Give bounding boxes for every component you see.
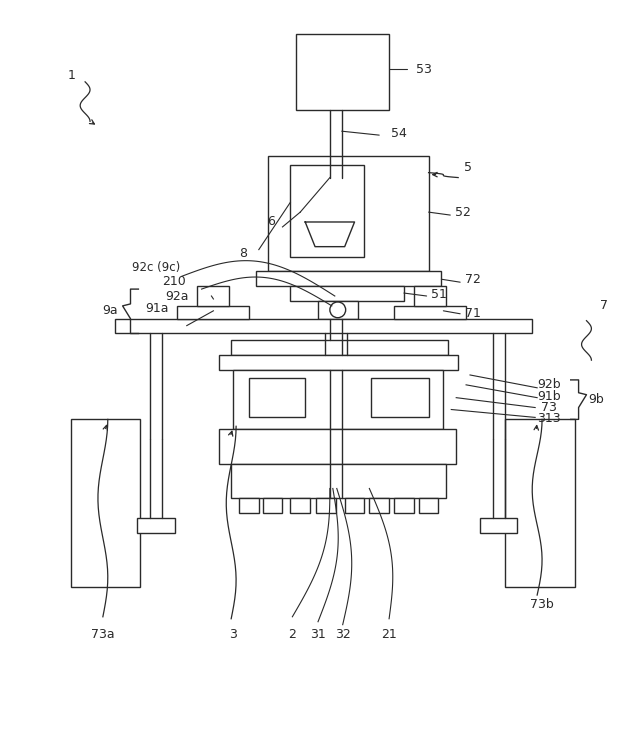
Bar — [220, 355, 458, 370]
Bar — [177, 306, 249, 319]
Text: 210: 210 — [162, 275, 186, 288]
Bar — [239, 498, 259, 513]
Bar — [371, 378, 429, 417]
Text: 3: 3 — [229, 628, 237, 641]
Text: 73b: 73b — [530, 598, 554, 612]
Bar — [233, 370, 444, 429]
Text: 51: 51 — [431, 288, 447, 300]
Bar — [291, 286, 404, 301]
Text: 31: 31 — [310, 628, 326, 641]
Text: 53: 53 — [416, 63, 431, 75]
Bar — [71, 419, 140, 587]
Bar — [394, 498, 414, 513]
Bar — [231, 464, 446, 498]
Bar — [231, 340, 448, 355]
Text: 6: 6 — [267, 215, 275, 229]
Bar — [296, 34, 389, 110]
Bar — [263, 498, 282, 513]
Bar — [138, 518, 175, 533]
Text: 8: 8 — [239, 247, 247, 260]
Text: 91a: 91a — [145, 302, 169, 315]
Bar — [316, 498, 336, 513]
Text: 92c (9c): 92c (9c) — [132, 261, 180, 274]
Text: 73a: 73a — [91, 628, 115, 641]
Text: 73: 73 — [541, 401, 557, 414]
Text: 21: 21 — [381, 628, 397, 641]
Text: 313: 313 — [537, 412, 561, 425]
Text: 52: 52 — [455, 206, 471, 218]
Text: 5: 5 — [464, 161, 472, 174]
Text: 71: 71 — [465, 307, 481, 320]
Text: 7: 7 — [600, 299, 608, 312]
Text: 9b: 9b — [588, 393, 604, 406]
Text: 1: 1 — [67, 69, 76, 83]
Bar — [369, 498, 389, 513]
Text: 54: 54 — [391, 127, 407, 139]
Bar — [249, 378, 305, 417]
Bar — [318, 301, 358, 319]
Text: 9a: 9a — [102, 304, 118, 317]
Text: 92b: 92b — [537, 378, 561, 391]
Text: 32: 32 — [335, 628, 351, 641]
Bar — [196, 286, 229, 306]
Bar — [291, 165, 364, 256]
Text: 72: 72 — [465, 273, 481, 286]
Bar — [504, 419, 575, 587]
Bar — [394, 306, 466, 319]
Bar — [414, 286, 446, 306]
Bar — [115, 319, 532, 332]
Bar — [480, 518, 517, 533]
Bar — [419, 498, 438, 513]
Bar — [220, 429, 456, 464]
Text: 92a: 92a — [165, 290, 189, 302]
Text: 91b: 91b — [537, 390, 561, 403]
Text: 2: 2 — [289, 628, 296, 641]
Bar — [291, 498, 310, 513]
Bar — [268, 156, 429, 271]
Bar — [345, 498, 364, 513]
Bar — [256, 271, 442, 286]
